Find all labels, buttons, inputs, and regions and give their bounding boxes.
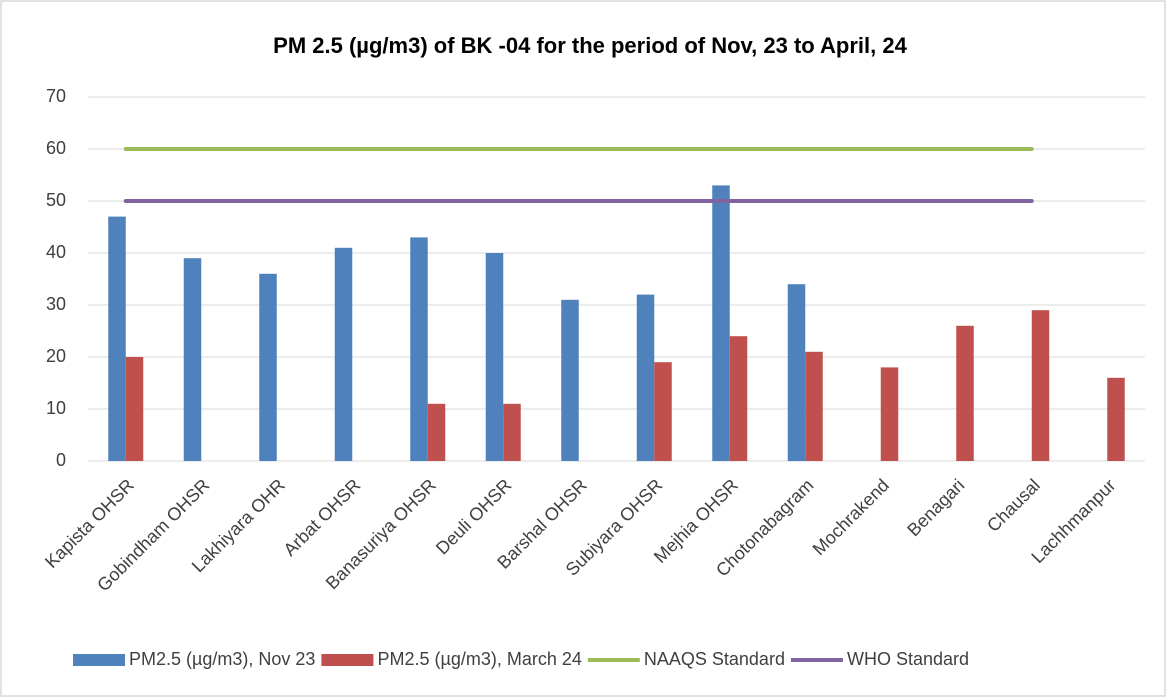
bar bbox=[787, 284, 806, 461]
y-tick-label: 30 bbox=[46, 294, 66, 314]
legend-label: PM2.5 (µg/m3), March 24 bbox=[377, 649, 581, 669]
bar bbox=[805, 351, 823, 461]
bar bbox=[108, 216, 126, 461]
bar bbox=[485, 253, 504, 461]
y-tick-label: 50 bbox=[46, 190, 66, 210]
bar bbox=[183, 258, 202, 461]
bar bbox=[427, 403, 446, 461]
legend-label: NAAQS Standard bbox=[644, 649, 785, 669]
bar bbox=[561, 299, 579, 461]
legend-swatch bbox=[321, 654, 374, 666]
bar bbox=[636, 294, 655, 461]
bar bbox=[125, 357, 144, 461]
bar bbox=[729, 336, 748, 461]
legend-swatch bbox=[73, 654, 125, 666]
bar bbox=[1031, 310, 1050, 461]
legend-label: WHO Standard bbox=[847, 649, 969, 669]
bar bbox=[259, 273, 277, 461]
legend-label: PM2.5 (µg/m3), Nov 23 bbox=[129, 649, 315, 669]
y-tick-label: 40 bbox=[46, 242, 66, 262]
bar bbox=[1107, 377, 1125, 461]
bar bbox=[503, 403, 521, 461]
chart-title: PM 2.5 (µg/m3) of BK -04 for the period … bbox=[273, 33, 907, 58]
bar bbox=[334, 247, 353, 461]
y-tick-label: 60 bbox=[46, 138, 66, 158]
bar bbox=[880, 367, 899, 461]
bar bbox=[956, 325, 974, 461]
bar bbox=[654, 362, 672, 461]
y-tick-label: 10 bbox=[46, 398, 66, 418]
y-tick-label: 20 bbox=[46, 346, 66, 366]
y-tick-label: 0 bbox=[56, 450, 66, 470]
bar bbox=[410, 237, 428, 461]
bar bbox=[712, 185, 730, 461]
y-tick-label: 70 bbox=[46, 86, 66, 106]
